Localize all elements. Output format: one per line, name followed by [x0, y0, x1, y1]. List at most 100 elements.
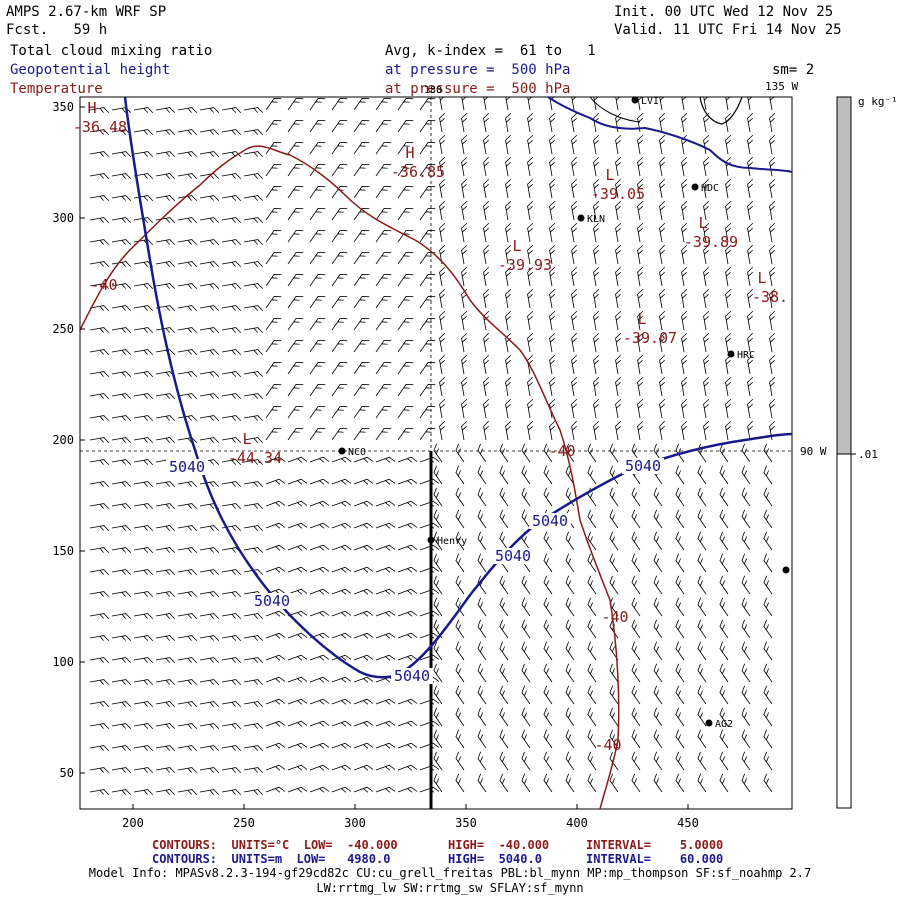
wind-barb	[593, 398, 600, 419]
wind-barb	[309, 456, 330, 463]
wind-barb	[477, 751, 487, 771]
wind-barb	[419, 274, 436, 287]
wind-barb	[111, 591, 132, 598]
wind-barb	[111, 767, 132, 774]
wind-barb	[331, 318, 348, 331]
wind-barb	[243, 547, 264, 554]
wind-barb	[609, 641, 619, 661]
wind-barb	[505, 178, 512, 199]
wind-barb	[89, 525, 110, 532]
wind-barb	[111, 195, 132, 202]
wind-barb	[89, 151, 110, 158]
wind-barb	[565, 553, 575, 573]
wind-barb	[719, 509, 729, 529]
wind-barb	[397, 120, 414, 133]
wind-barb	[653, 641, 663, 661]
wind-barb	[111, 239, 132, 246]
wind-barb	[199, 151, 220, 158]
wind-barb	[89, 657, 110, 664]
wind-barb	[177, 591, 198, 598]
wind-barb	[331, 544, 352, 551]
wind-barb	[521, 509, 531, 529]
wind-barb	[287, 676, 308, 683]
wind-barb	[89, 261, 110, 268]
wind-barb	[265, 384, 282, 397]
wind-barb	[477, 531, 487, 551]
wind-barb	[659, 134, 666, 155]
wind-barb	[221, 415, 242, 422]
wind-barb	[243, 657, 264, 664]
wind-barb	[499, 641, 509, 661]
wind-barb	[243, 415, 264, 422]
wind-barb	[221, 239, 242, 246]
wind-barb	[155, 173, 176, 180]
wind-barb	[659, 97, 666, 111]
wind-barb	[587, 641, 597, 661]
pressure-height: at pressure = 500 hPa	[385, 62, 571, 78]
wind-barb	[287, 610, 308, 617]
wind-barb	[287, 500, 308, 507]
wind-barb	[499, 531, 509, 551]
wind-barb	[433, 641, 443, 661]
extremum-symbol: H	[405, 144, 414, 162]
wind-barb	[133, 723, 154, 730]
wind-barb	[397, 566, 418, 573]
wind-barb	[265, 142, 282, 155]
wind-barb	[309, 252, 326, 265]
wind-barb	[353, 296, 370, 309]
station-label: LVI	[641, 96, 659, 107]
wind-barb	[155, 481, 176, 488]
wind-barb	[609, 575, 619, 595]
wind-barb	[549, 288, 556, 309]
wind-barb	[455, 487, 465, 507]
wind-barb	[111, 349, 132, 356]
wind-barb	[397, 142, 414, 155]
wind-barb	[353, 230, 370, 243]
wind-barb	[133, 789, 154, 796]
wind-barb	[199, 437, 220, 444]
wind-barb	[609, 443, 619, 463]
wind-barb	[287, 296, 304, 309]
wind-barb	[155, 393, 176, 400]
wind-barb	[309, 786, 330, 793]
wind-barb	[199, 635, 220, 642]
wind-barb	[505, 398, 512, 419]
wind-barb	[243, 525, 264, 532]
wind-barb	[199, 723, 220, 730]
wind-barb	[609, 531, 619, 551]
wind-barb	[397, 318, 414, 331]
wind-barb	[243, 305, 264, 312]
wind-barb	[571, 376, 578, 397]
height-label-bg	[251, 593, 293, 609]
wind-barb	[243, 723, 264, 730]
wind-barb	[769, 244, 776, 265]
wind-barb	[243, 437, 264, 444]
wind-barb	[133, 767, 154, 774]
wind-barb	[177, 151, 198, 158]
wind-barb	[155, 107, 176, 114]
axes: 200 250 300 350 400 450 350 300 250 200 150 100 50 18…	[52, 80, 827, 830]
wind-barb	[433, 553, 443, 573]
wind-barb	[265, 362, 282, 375]
wind-barb	[697, 707, 707, 727]
wind-barb	[697, 729, 707, 749]
wind-barb	[609, 509, 619, 529]
wind-barb	[593, 244, 600, 265]
wind-barb	[111, 657, 132, 664]
wind-barb	[89, 173, 110, 180]
wind-barb	[221, 459, 242, 466]
wind-barb	[133, 525, 154, 532]
wind-barb	[243, 503, 264, 510]
wind-barb	[719, 465, 729, 485]
wind-barb	[287, 406, 304, 419]
wind-barb	[769, 222, 776, 243]
wind-barb	[155, 415, 176, 422]
wind-barb	[609, 773, 619, 793]
wind-barb	[287, 764, 308, 771]
wind-barb	[483, 97, 490, 111]
wind-barb	[697, 597, 707, 617]
wind-barb	[741, 663, 751, 683]
wind-barb	[461, 112, 468, 133]
wind-barb	[199, 591, 220, 598]
wind-barb	[747, 112, 754, 133]
